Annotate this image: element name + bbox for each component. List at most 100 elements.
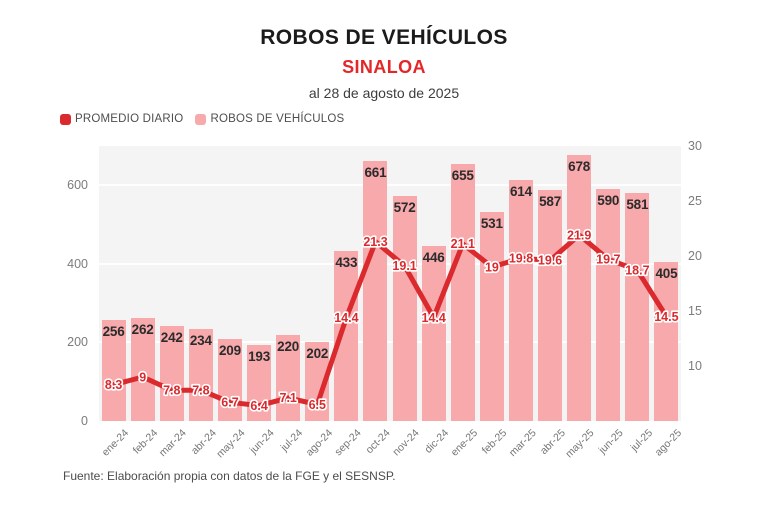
bar-value-label: 590 <box>597 193 620 209</box>
line-value-label: 19.6 <box>538 254 562 268</box>
promedio-diario-line: 8.3 9 7.8 7.8 6.7 6.4 7.1 6.5 14.4 21.3 19.1 14.4 21… <box>103 227 680 415</box>
line-value-label: 19.1 <box>392 259 416 273</box>
bar <box>392 196 417 421</box>
x-axis-label: ene-25 <box>448 427 481 459</box>
line-value-label: 6.7 <box>221 396 238 410</box>
x-axis-label: jul-25 <box>628 427 655 454</box>
line-value-label: 19.8 <box>509 252 533 266</box>
bar <box>567 154 592 421</box>
x-axis-label: ene-24 <box>99 427 132 459</box>
bar-value-label: 202 <box>306 345 329 361</box>
x-axis-label: mar-24 <box>157 427 190 460</box>
line-value-label: 9 <box>139 370 146 384</box>
bar-value-label: 614 <box>509 183 532 199</box>
legend-item-robos-vehiculos: ROBOS DE VEHÍCULOS <box>195 113 344 125</box>
y-axis-left-tick: 0 <box>81 414 88 428</box>
chart-subtitle: SINALOA <box>342 57 426 77</box>
bar <box>101 320 126 421</box>
legend: PROMEDIO DIARIO ROBOS DE VEHÍCULOS <box>60 113 344 125</box>
line-value-label: 7.1 <box>280 391 297 405</box>
y-axis-right-tick: 10 <box>688 359 702 373</box>
bar-value-label: 220 <box>277 338 300 354</box>
line-path <box>111 232 669 409</box>
bar-value-label: 234 <box>189 333 212 349</box>
y-axis-left-tick: 400 <box>67 256 88 271</box>
bar-value-label: 405 <box>655 265 678 281</box>
legend-swatch-pink-icon <box>195 113 207 125</box>
bar-value-label: 572 <box>393 200 416 216</box>
x-axis-label: jun-24 <box>247 427 277 457</box>
legend-label-promedio-diario: PROMEDIO DIARIO <box>75 113 184 125</box>
line-value-label: 7.8 <box>192 384 209 398</box>
line-value-label: 8.3 <box>105 378 122 392</box>
x-axis-label: jun-25 <box>596 427 626 457</box>
bar-value-label: 209 <box>218 342 241 358</box>
bar-value-label: 242 <box>160 329 183 345</box>
chart-title: ROBOS DE VEHÍCULOS <box>260 26 508 49</box>
line-value-label: 19 <box>485 260 499 274</box>
x-axis-label: feb-24 <box>130 427 161 457</box>
line-value-label: 21.9 <box>567 228 591 242</box>
bar-value-label: 587 <box>539 194 562 210</box>
bar <box>625 192 650 421</box>
bar-value-label: 531 <box>480 216 503 232</box>
plot-area: 256 262 242 234 209 193 220 202 433 661 572 446 655 5… <box>99 146 681 421</box>
line-value-label: 6.5 <box>309 398 326 412</box>
y-axis-right-tick: 25 <box>688 194 702 208</box>
line-value-label: 6.4 <box>250 399 267 413</box>
gridline <box>99 262 681 265</box>
line-value-label: 14.4 <box>334 311 358 325</box>
bar <box>508 179 533 421</box>
line-value-label: 7.8 <box>163 384 180 398</box>
bar <box>159 325 184 421</box>
chart-dateline: al 28 de agosto de 2025 <box>308 85 460 101</box>
y-axis-left-tick: 200 <box>67 335 88 350</box>
bar-value-label: 256 <box>102 324 125 340</box>
line-value-label: 21.3 <box>363 235 387 249</box>
bar-value-label: 193 <box>248 349 271 365</box>
bar-value-label: 655 <box>451 167 474 183</box>
bar <box>247 345 272 421</box>
x-axis-label: sep-24 <box>332 427 364 459</box>
x-axis-label: nov-24 <box>390 427 423 459</box>
bar <box>188 329 213 421</box>
bar <box>217 338 242 421</box>
y-axis-right-tick: 20 <box>688 249 702 263</box>
x-axis-label: mar-25 <box>506 427 539 460</box>
bar <box>421 245 446 421</box>
bar <box>538 190 563 421</box>
bar <box>363 161 388 421</box>
y-axis-right-tick: 15 <box>688 304 702 318</box>
bar <box>130 318 155 421</box>
bar <box>450 163 475 421</box>
x-axis-label: may-24 <box>214 427 248 461</box>
x-axis-label: abr-24 <box>188 427 219 457</box>
source-note: Fuente: Elaboración propia con datos de … <box>63 469 396 483</box>
x-axis-label: ago-24 <box>303 427 335 459</box>
line-value-label: 19.7 <box>596 253 620 267</box>
line-value-label: 14.4 <box>422 311 446 325</box>
bar <box>654 261 679 421</box>
bar-value-label: 262 <box>131 322 154 338</box>
line-value-label: 21.1 <box>451 237 475 251</box>
x-axis-label: oct-24 <box>363 427 393 457</box>
y-axis-right-tick: 30 <box>688 139 702 153</box>
x-axis-label: may-25 <box>563 427 597 461</box>
line-value-label: 18.7 <box>625 264 649 278</box>
bar <box>479 212 504 421</box>
bar-value-label: 446 <box>422 249 445 265</box>
legend-label-robos-vehiculos: ROBOS DE VEHÍCULOS <box>210 113 345 125</box>
gridline <box>99 341 681 344</box>
line-value-label: 14.5 <box>654 310 678 324</box>
x-axis-label: feb-25 <box>479 427 510 457</box>
y-axis-left-tick: 600 <box>67 178 88 193</box>
x-axis-label: jul-24 <box>278 427 306 454</box>
bar <box>596 189 621 421</box>
bar-value-label: 433 <box>335 254 358 270</box>
x-axis-label: ago-25 <box>652 427 684 459</box>
bar-value-label: 678 <box>568 158 591 174</box>
legend-item-promedio-diario: PROMEDIO DIARIO <box>60 113 183 125</box>
x-axis-label: dic-24 <box>422 427 452 456</box>
bar-value-label: 581 <box>626 196 649 212</box>
